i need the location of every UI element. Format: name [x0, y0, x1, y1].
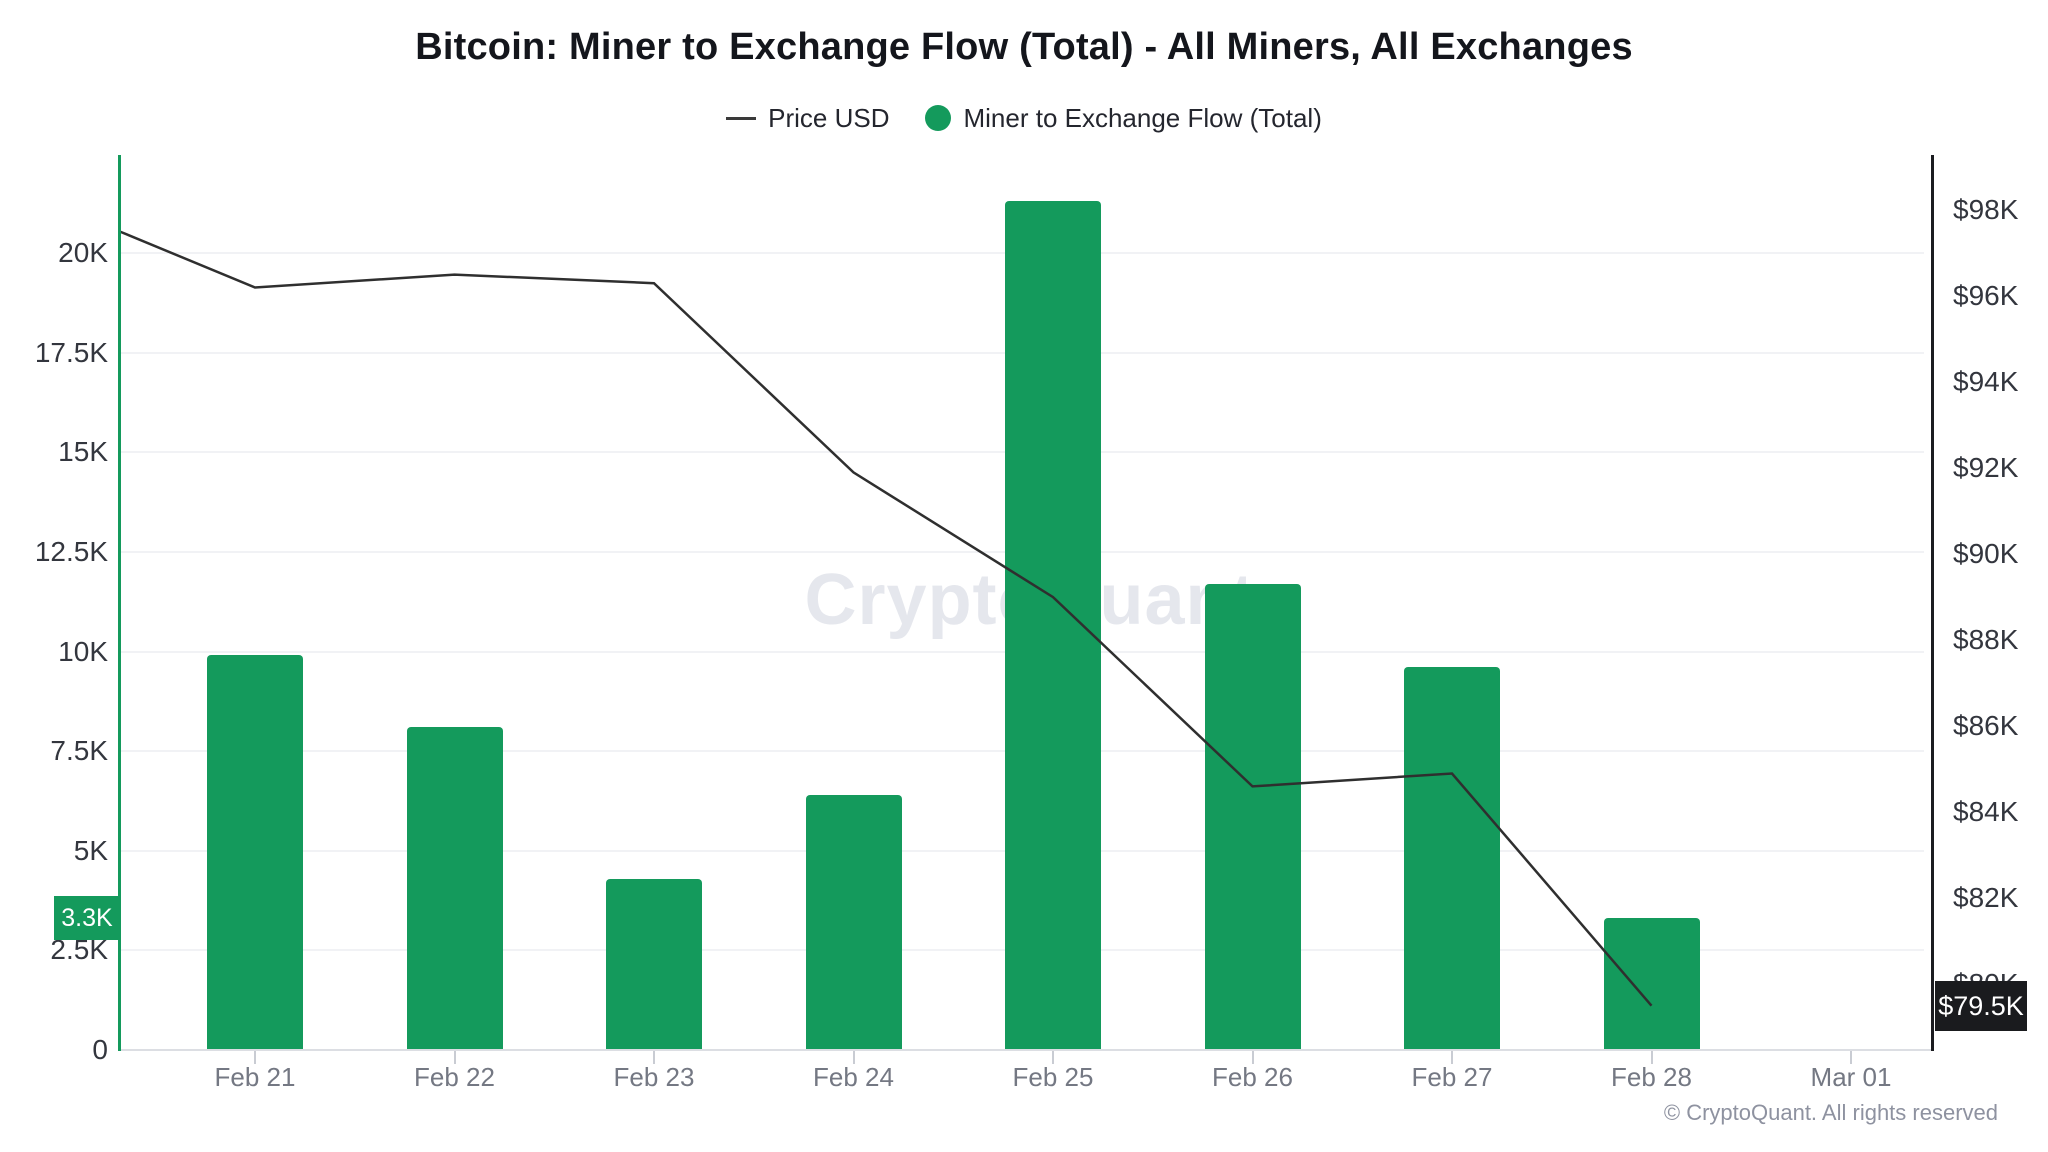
- latest-price-badge: $79.5K: [1935, 980, 2027, 1031]
- y-axis-label-left: 5K: [73, 834, 108, 866]
- y-axis-label-left: 0: [92, 1034, 108, 1065]
- right-axis-line: [1931, 155, 1934, 1051]
- legend-label-price: Price USD: [768, 102, 890, 133]
- legend-item-price[interactable]: Price USD: [726, 103, 889, 134]
- y-axis-label-left: 17.5K: [34, 336, 108, 368]
- x-axis-label: Feb 25: [1012, 1062, 1094, 1092]
- chart-title: Bitcoin: Miner to Exchange Flow (Total) …: [415, 26, 1633, 68]
- x-axis-label: Feb 22: [414, 1062, 495, 1092]
- flow-bar: [606, 878, 702, 1050]
- y-axis-label-left: 15K: [58, 436, 108, 468]
- y-axis-label-left: 12.5K: [34, 535, 108, 567]
- flow-bar: [207, 655, 303, 1050]
- dot-marker-icon: [925, 105, 952, 131]
- y-axis-label-right: $84K: [1953, 796, 2019, 828]
- flow-bar: [1204, 583, 1301, 1050]
- y-axis-label-right: $92K: [1953, 452, 2019, 484]
- x-axis-line: [120, 1049, 1933, 1051]
- legend-item-flow[interactable]: Miner to Exchange Flow (Total): [925, 102, 1322, 134]
- flow-bar: [1005, 201, 1101, 1050]
- copyright-text: © CryptoQuant. All rights reserved: [1663, 1100, 1998, 1125]
- y-axis-label-right: $88K: [1953, 624, 2019, 656]
- y-axis-label-left: 7.5K: [50, 735, 108, 767]
- chart-legend: Price USD Miner to Exchange Flow (Total): [0, 100, 2048, 136]
- y-axis-label-left: 10K: [58, 635, 108, 667]
- flow-bar: [805, 794, 902, 1050]
- flow-bar: [406, 727, 503, 1050]
- x-axis-label: Feb 26: [1212, 1062, 1293, 1092]
- y-axis-label-right: $90K: [1953, 538, 2019, 570]
- y-axis-label-right: $94K: [1953, 366, 2019, 398]
- x-axis-label: Feb 27: [1411, 1062, 1493, 1092]
- x-tick: [1451, 1051, 1453, 1064]
- x-tick: [653, 1051, 655, 1064]
- latest-flow-badge: 3.3K: [54, 896, 120, 941]
- flow-bar: [1603, 918, 1700, 1050]
- x-tick: [1052, 1051, 1054, 1064]
- y-axis-label-right: $86K: [1953, 710, 2019, 742]
- x-axis-label: Feb 21: [214, 1062, 296, 1092]
- x-tick: [1251, 1051, 1254, 1064]
- x-axis-label: Feb 28: [1611, 1062, 1692, 1092]
- x-tick: [1650, 1051, 1653, 1064]
- x-tick: [1850, 1051, 1852, 1064]
- x-axis-label: Mar 01: [1810, 1062, 1892, 1092]
- flow-bar: [1404, 667, 1500, 1050]
- x-tick: [254, 1051, 256, 1064]
- legend-label-flow: Miner to Exchange Flow (Total): [963, 102, 1322, 133]
- y-axis-label-right: $82K: [1953, 882, 2019, 914]
- y-axis-label-left: 20K: [58, 237, 108, 269]
- x-axis-label: Feb 23: [613, 1062, 695, 1092]
- left-axis-line: [118, 155, 121, 1051]
- line-marker-icon: [726, 116, 757, 120]
- y-axis-label-right: $96K: [1953, 280, 2019, 312]
- price-line: [119, 230, 1653, 1007]
- x-axis-label: Feb 24: [813, 1062, 894, 1092]
- y-axis-label-right: $98K: [1953, 194, 2019, 226]
- x-tick: [852, 1051, 855, 1064]
- x-tick: [453, 1051, 456, 1064]
